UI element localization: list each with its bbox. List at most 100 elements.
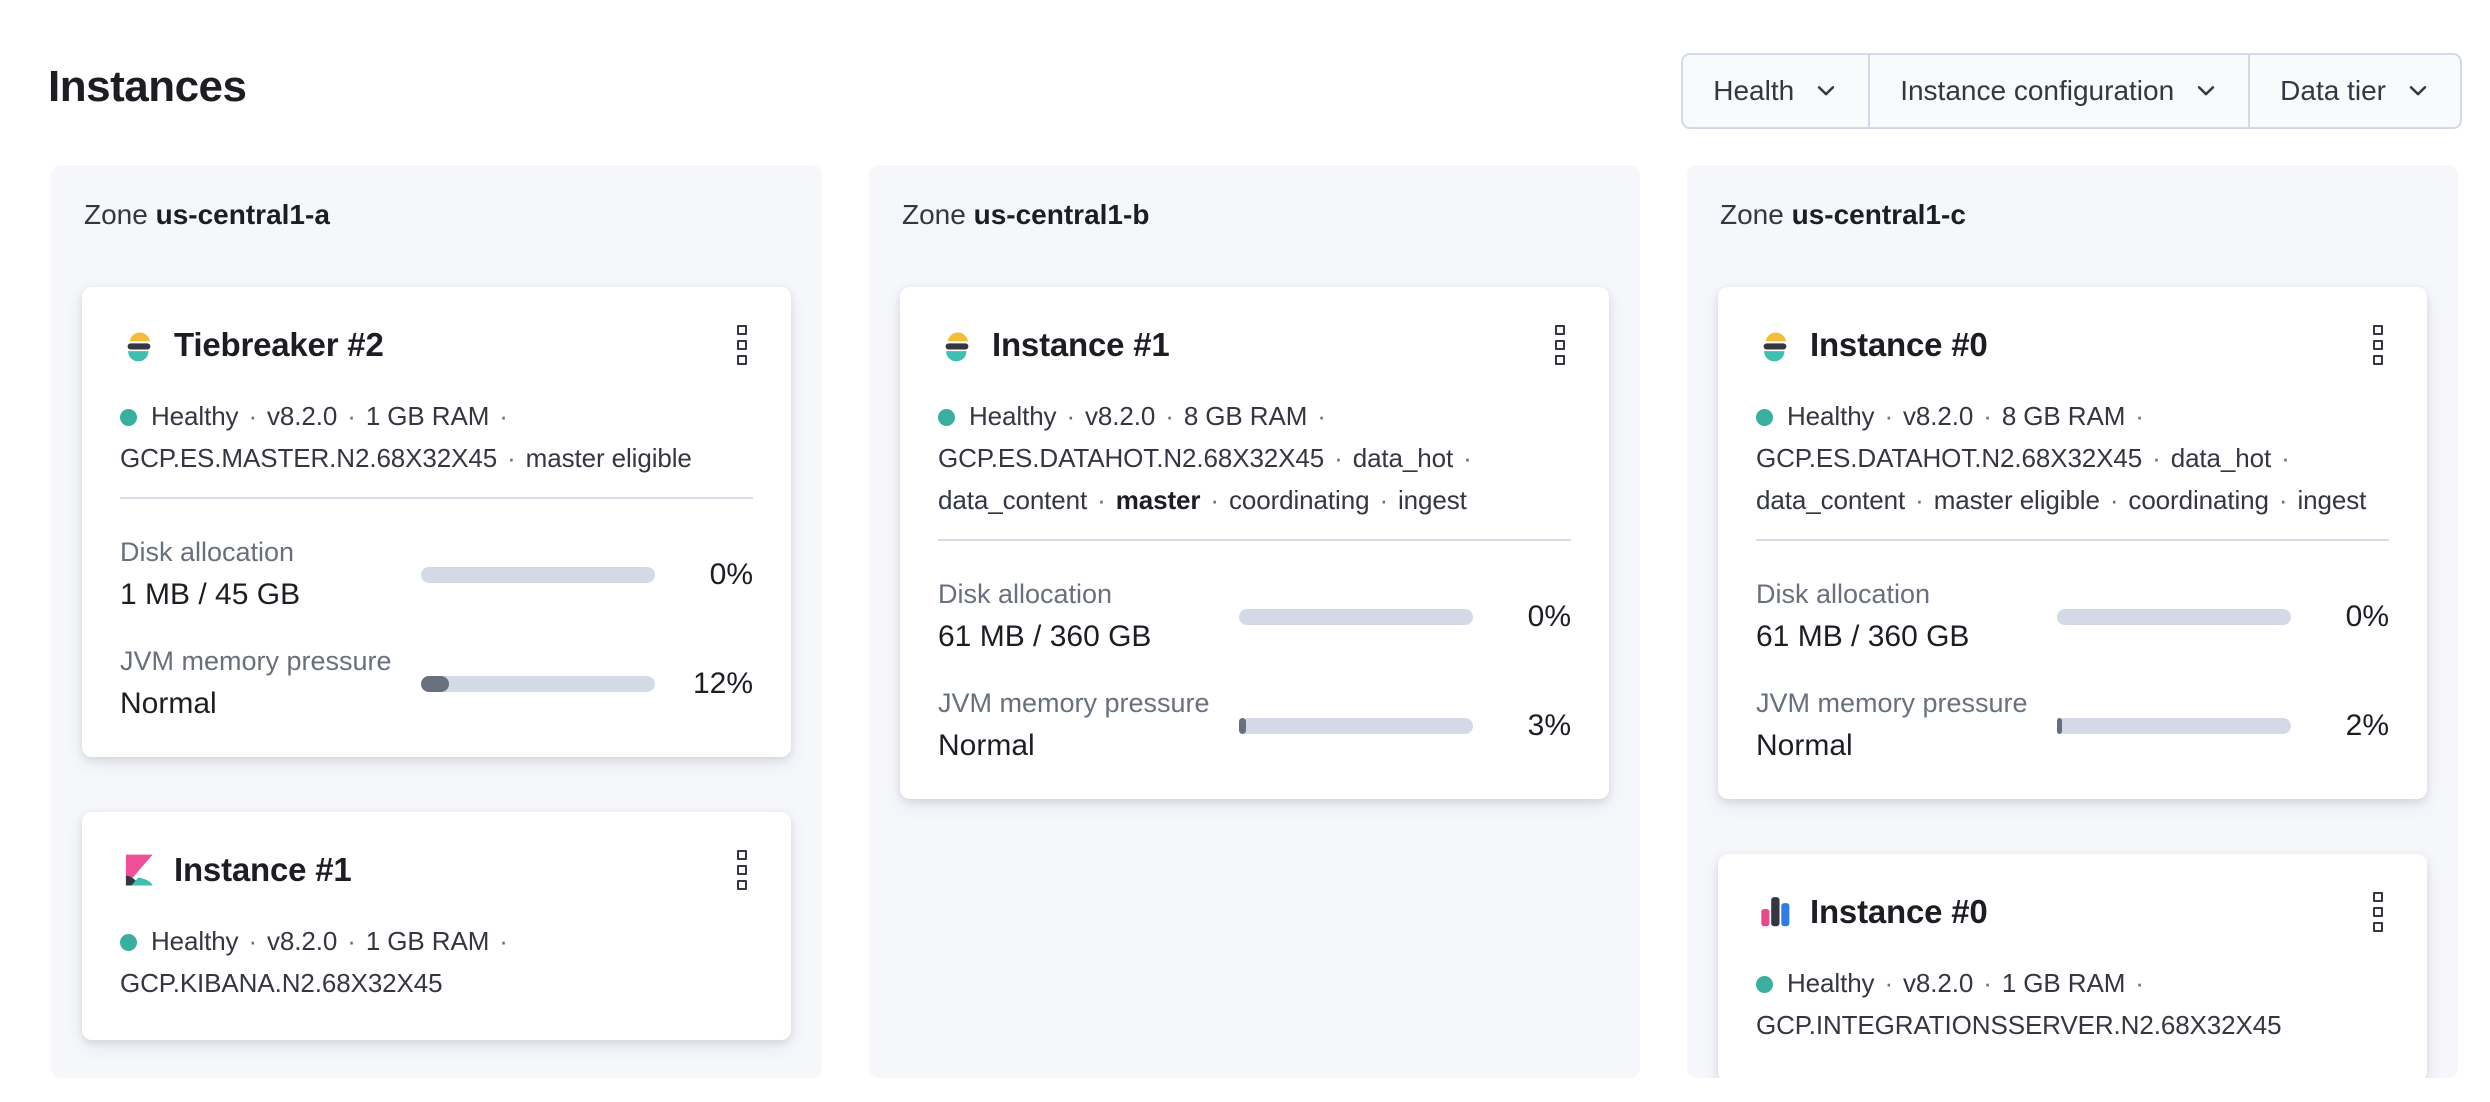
- detail-segment: v8.2.0: [267, 926, 338, 956]
- metric-label: Disk allocation: [938, 579, 1113, 609]
- dot-separator: ·: [1210, 485, 1219, 515]
- zone-label: Zone: [84, 199, 156, 230]
- progress-bar: [1239, 608, 1473, 625]
- instance-actions-button[interactable]: [2367, 321, 2389, 369]
- instance-title: Instance #1: [174, 851, 352, 888]
- elasticsearch-logo: [120, 326, 158, 364]
- boxes-vertical-icon: [2373, 907, 2383, 917]
- dot-separator: ·: [1915, 485, 1924, 515]
- dot-separator: ·: [1334, 443, 1343, 473]
- instance-detail-line: Healthy · v8.2.0 · 1 GB RAM ·: [120, 395, 753, 437]
- filter-button-data-tier[interactable]: Data tier: [2248, 55, 2460, 127]
- detail-segment: v8.2.0: [1903, 968, 1974, 998]
- instance-actions-button[interactable]: [2367, 888, 2389, 936]
- health-status-icon: [120, 934, 137, 951]
- detail-segment: v8.2.0: [267, 401, 338, 431]
- instance-metrics: Disk allocation 61 MB / 360 GB 0% JVM memor…: [938, 579, 1571, 763]
- boxes-vertical-icon: [2373, 340, 2383, 350]
- zone-title: Zone us-central1-b: [902, 199, 1609, 231]
- metric-row: Disk allocation 61 MB / 360 GB 0%: [1756, 579, 2389, 654]
- boxes-vertical-icon: [737, 355, 747, 365]
- metric-value: 61 MB / 360 GB: [938, 620, 1152, 653]
- instance-actions-button[interactable]: [1549, 321, 1571, 369]
- metric-percent: 2%: [2345, 708, 2389, 742]
- dot-separator: ·: [1983, 401, 1992, 431]
- metric-row: Disk allocation 61 MB / 360 GB 0%: [938, 579, 1571, 654]
- card-divider: [938, 539, 1571, 541]
- dot-separator: ·: [499, 401, 508, 431]
- zone-title: Zone us-central1-c: [1720, 199, 2427, 231]
- filter-group: Health Instance configuration Data tier: [1681, 53, 2462, 129]
- instance-detail-line: Healthy · v8.2.0 · 1 GB RAM ·: [120, 920, 753, 962]
- detail-segment: data_content: [938, 485, 1088, 515]
- dot-separator: ·: [1884, 401, 1894, 431]
- detail-segment: master eligible: [1933, 485, 2100, 515]
- dot-separator: ·: [2281, 443, 2290, 473]
- dot-separator: ·: [347, 926, 356, 956]
- instance-details: Healthy · v8.2.0 · 1 GB RAM · GCP.KIBANA.N2.68…: [120, 920, 753, 1004]
- instance-actions-button[interactable]: [731, 321, 753, 369]
- detail-segment: GCP.ES.DATAHOT.N2.68X32X45: [938, 443, 1325, 473]
- zone-name: us-central1-b: [973, 199, 1150, 230]
- instance-detail-line: data_content · master · coordinating · ingest: [938, 479, 1571, 521]
- filter-button-instance-configuration[interactable]: Instance configuration: [1868, 55, 2248, 127]
- metric-value: Normal: [1756, 729, 1853, 762]
- elasticsearch-logo: [1756, 326, 1794, 364]
- detail-segment: data_hot: [2170, 443, 2272, 473]
- metric-label: Disk allocation: [120, 537, 295, 567]
- metric-percent: 0%: [2345, 599, 2389, 633]
- dot-separator: ·: [1097, 485, 1106, 515]
- health-status-icon: [1756, 976, 1773, 993]
- dot-separator: ·: [1165, 401, 1174, 431]
- boxes-vertical-icon: [737, 325, 747, 335]
- dot-separator: ·: [1884, 968, 1894, 998]
- detail-segment: data_content: [1756, 485, 1906, 515]
- filter-button-health[interactable]: Health: [1683, 55, 1868, 127]
- metric-row: JVM memory pressure Normal 12%: [120, 646, 753, 721]
- zone-title: Zone us-central1-a: [84, 199, 791, 231]
- dot-separator: ·: [2152, 443, 2161, 473]
- detail-segment: GCP.ES.MASTER.N2.68X32X45: [120, 443, 498, 473]
- progress-bar: [421, 675, 655, 692]
- instance-card: Instance #0 Healthy · v8.2.0 · 1 GB RAM · GCP.I…: [1718, 854, 2427, 1078]
- detail-segment: 8 GB RAM: [2001, 401, 2126, 431]
- instance-card: Instance #1 Healthy · v8.2.0 · 1 GB RAM · GCP.K…: [82, 812, 791, 1040]
- instance-title: Tiebreaker #2: [174, 326, 384, 363]
- zones-container: Zone us-central1-a Tiebreaker #2 Healthy · v…: [51, 165, 2458, 1078]
- dot-separator: ·: [1317, 401, 1326, 431]
- progress-bar: [1239, 717, 1473, 734]
- detail-segment: Healthy: [1787, 401, 1875, 431]
- detail-segment: Healthy: [1787, 968, 1875, 998]
- detail-segment: ingest: [2297, 485, 2367, 515]
- zone-panel: Zone us-central1-a Tiebreaker #2 Healthy · v…: [51, 165, 822, 1078]
- dot-separator: ·: [2135, 968, 2144, 998]
- instance-detail-line: GCP.ES.DATAHOT.N2.68X32X45 · data_hot ·: [938, 437, 1571, 479]
- detail-segment: Healthy: [151, 401, 239, 431]
- card-divider: [1756, 539, 2389, 541]
- detail-segment: 1 GB RAM: [365, 926, 490, 956]
- dot-separator: ·: [248, 401, 258, 431]
- detail-segment: master: [1115, 485, 1201, 515]
- instance-actions-button[interactable]: [731, 846, 753, 894]
- health-status-icon: [120, 409, 137, 426]
- instance-title: Instance #1: [992, 326, 1170, 363]
- progress-bar: [2057, 608, 2291, 625]
- boxes-vertical-icon: [737, 340, 747, 350]
- progress-bar-fill: [421, 675, 450, 692]
- detail-segment: coordinating: [1228, 485, 1370, 515]
- detail-segment: GCP.KIBANA.N2.68X32X45: [120, 968, 443, 998]
- boxes-vertical-icon: [1555, 355, 1565, 365]
- elasticsearch-logo: [938, 326, 976, 364]
- chevron-down-icon: [1818, 86, 1835, 96]
- integrations-server-logo: [1756, 893, 1794, 931]
- instance-details: Healthy · v8.2.0 · 1 GB RAM · GCP.INTEGRATIONS…: [1756, 962, 2389, 1046]
- instance-card: Instance #0 Healthy · v8.2.0 · 8 GB RAM · GCP.E…: [1718, 287, 2427, 799]
- filter-button-label: Health: [1713, 75, 1795, 106]
- dot-separator: ·: [1983, 968, 1992, 998]
- zone-panel: Zone us-central1-c Instance #0 Healthy · v8.…: [1687, 165, 2458, 1078]
- instance-metrics: Disk allocation 1 MB / 45 GB 0% JVM memory …: [120, 537, 753, 721]
- instance-detail-line: Healthy · v8.2.0 · 8 GB RAM ·: [938, 395, 1571, 437]
- dot-separator: ·: [2109, 485, 2119, 515]
- zone-name: us-central1-a: [155, 199, 330, 230]
- health-status-icon: [938, 409, 955, 426]
